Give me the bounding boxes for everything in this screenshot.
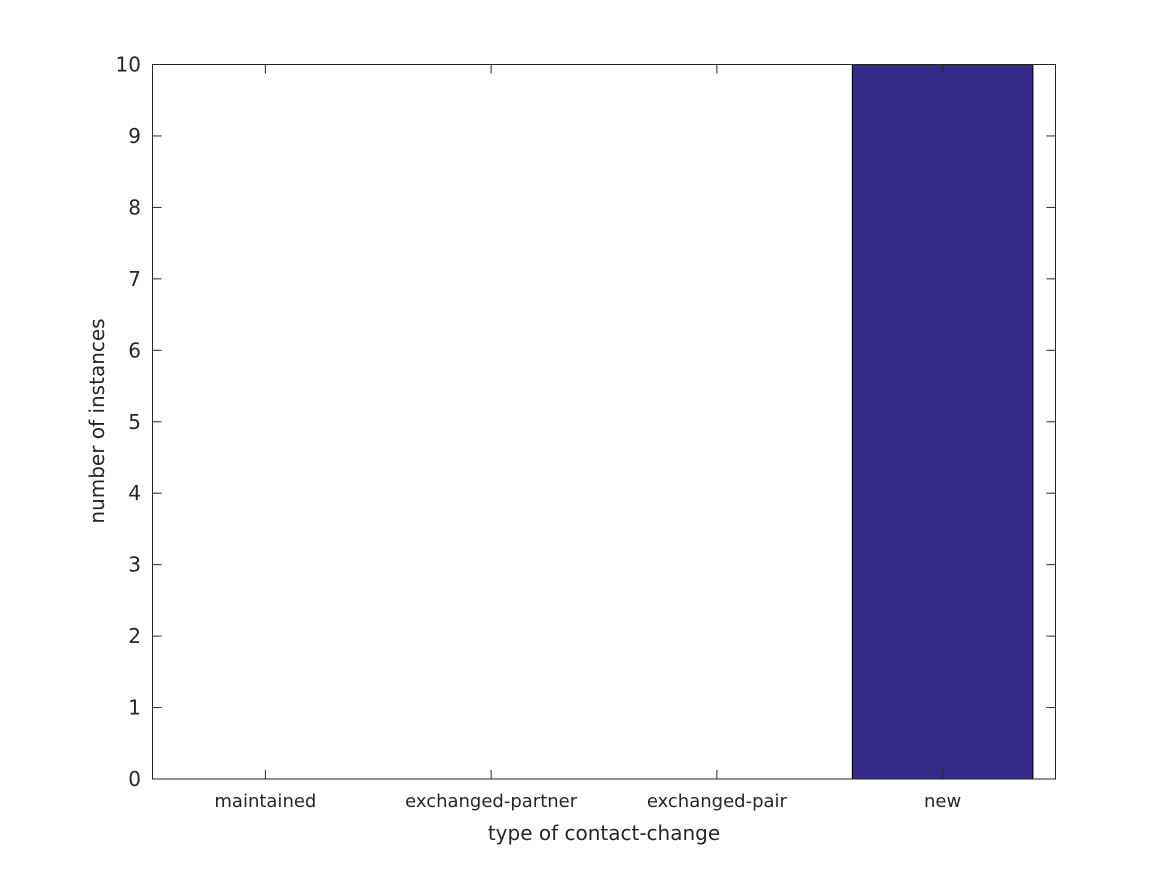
y-tick-label: 4 [128, 481, 141, 505]
y-tick-label: 8 [128, 195, 141, 219]
x-tick-label: new [924, 791, 961, 812]
x-tick-label: exchanged-partner [405, 791, 578, 812]
bars [851, 64, 1034, 780]
y-tick-label: 6 [128, 338, 141, 362]
y-tick-label: 7 [128, 267, 141, 291]
ticks: maintained exchanged-partner exchanged-pai… [116, 53, 1056, 812]
y-tick-label: 1 [128, 696, 141, 720]
x-axis-label: type of contact-change [488, 821, 720, 845]
y-axis-label: number of instances [85, 318, 109, 523]
y-tick-label: 3 [128, 553, 141, 577]
y-tick-label: 5 [128, 410, 141, 434]
y-tick-label: 10 [116, 53, 141, 77]
x-tick-label: exchanged-pair [647, 791, 788, 812]
x-tick-label: maintained [214, 791, 316, 812]
y-tick-label: 2 [128, 624, 141, 648]
y-tick-label: 0 [128, 767, 141, 791]
bar-new [851, 64, 1034, 780]
y-tick-label: 9 [128, 124, 141, 148]
